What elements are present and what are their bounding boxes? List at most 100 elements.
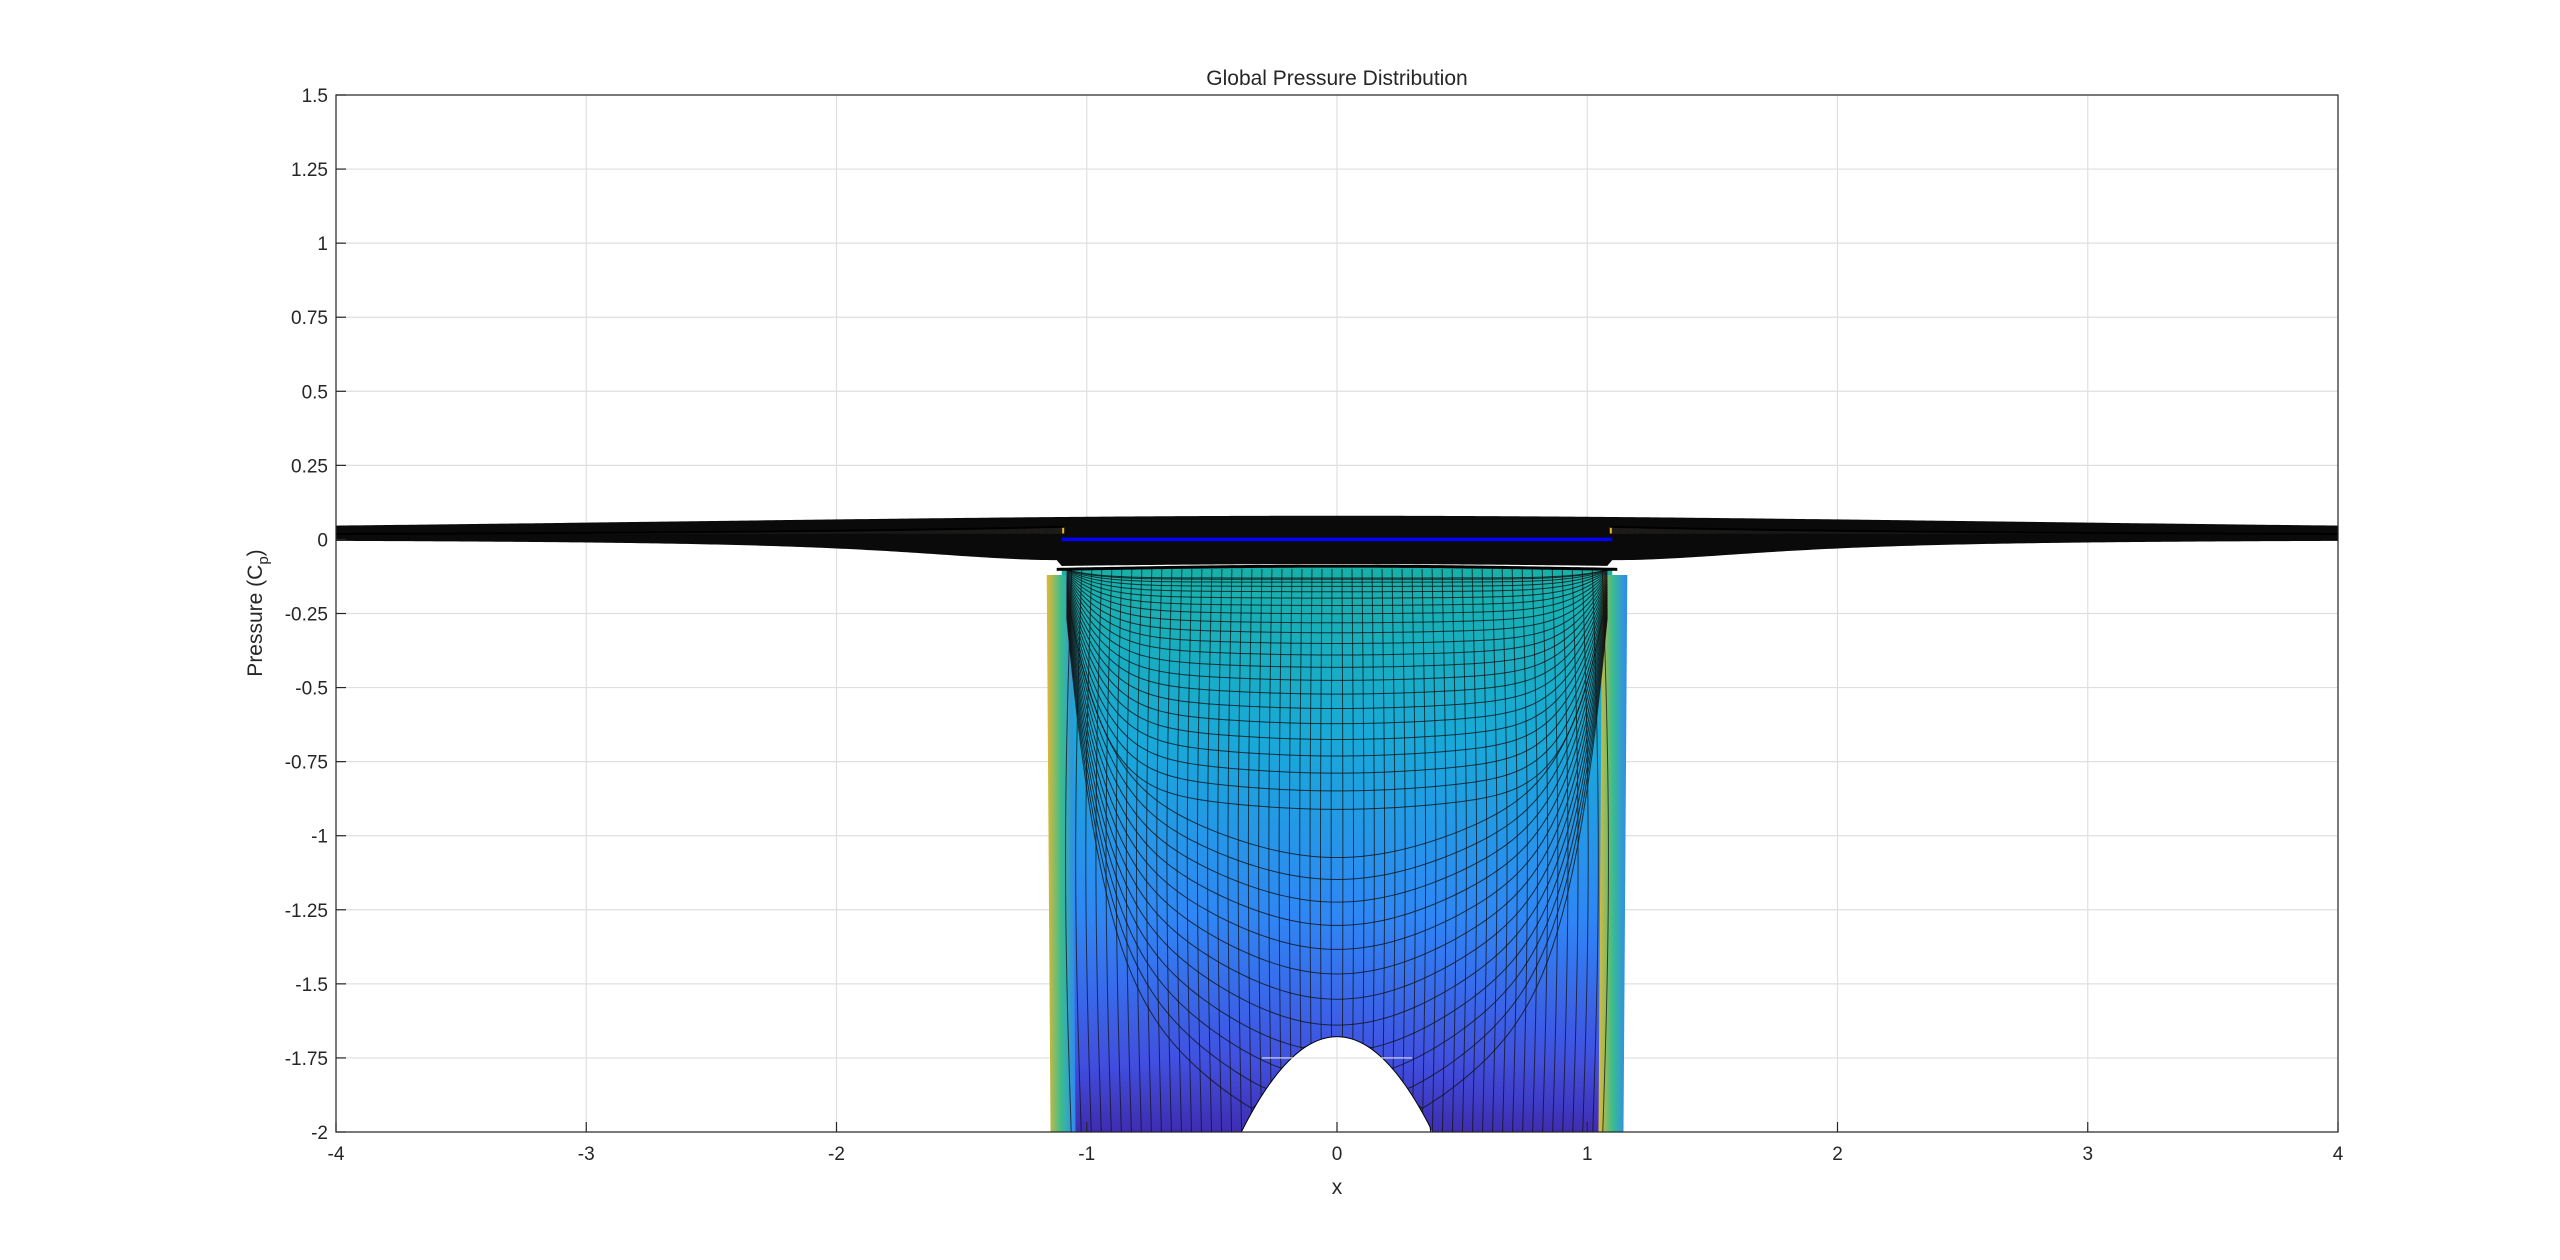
- mesh-line: [1421, 569, 1427, 1114]
- mesh-line: [1066, 580, 1608, 695]
- x-tick-label: -1: [1078, 1144, 1095, 1165]
- x-axis: -4 -3 -2 -1 0 1 2 3 4: [328, 1122, 2344, 1165]
- mesh-line: [1237, 569, 1243, 1132]
- mesh-line: [1521, 569, 1528, 1132]
- y-tick-label: 0.25: [291, 456, 328, 477]
- x-tick-label: 3: [2082, 1144, 2093, 1165]
- x-tick-label: 0: [1332, 1144, 1343, 1165]
- mesh-line: [1491, 569, 1498, 1132]
- y-tick-label: 0.75: [291, 308, 328, 329]
- mesh-line: [1341, 569, 1344, 1038]
- mesh-line: [1066, 569, 1608, 579]
- mesh-line: [1066, 583, 1608, 725]
- mesh-line: [1066, 571, 1608, 599]
- y-tick-label: -1.25: [285, 901, 328, 922]
- mesh-line: [1351, 569, 1354, 1041]
- mesh-line: [1066, 605, 1608, 1000]
- mesh-line: [1217, 569, 1223, 1132]
- mesh-line: [1066, 585, 1608, 741]
- wall-band: [1598, 574, 1628, 1132]
- mesh-line: [1066, 569, 1608, 583]
- y-tick-label: 1: [317, 234, 328, 255]
- mesh-line: [1451, 569, 1457, 1132]
- mesh-line: [1066, 607, 1608, 1026]
- mesh-line: [1278, 569, 1283, 1070]
- mesh-line: [1066, 603, 1608, 975]
- mesh-line: [1309, 569, 1313, 1045]
- mesh-line: [1531, 569, 1538, 1132]
- hump-cutout: [1241, 1037, 1431, 1132]
- mesh-line: [1320, 569, 1323, 1041]
- x-tick-label: -3: [578, 1144, 595, 1165]
- y-tick-label: -2: [311, 1123, 328, 1144]
- mesh-line: [1156, 569, 1163, 1132]
- mesh-line: [1227, 569, 1233, 1132]
- x-axis-label: x: [1332, 1176, 1343, 1199]
- mesh-line: [1066, 591, 1608, 810]
- mesh-line: [1066, 595, 1608, 880]
- chart-title: Global Pressure Distribution: [1206, 67, 1467, 90]
- mesh-line: [1136, 569, 1143, 1132]
- mesh-line: [1066, 575, 1608, 644]
- interior-rim: [1056, 564, 1618, 571]
- mesh-line: [1066, 573, 1608, 624]
- mesh-line: [1066, 597, 1608, 903]
- mesh-line: [1066, 577, 1608, 656]
- x-tick-label: 4: [2333, 1144, 2344, 1165]
- mesh-line: [1066, 574, 1608, 634]
- mesh-line: [1066, 578, 1608, 668]
- mesh-line: [1411, 569, 1416, 1097]
- mesh-line: [1066, 572, 1608, 615]
- mesh-line: [1461, 569, 1467, 1132]
- mesh-line: [1299, 569, 1303, 1051]
- wall-band: [1046, 574, 1076, 1132]
- mesh-line: [1066, 572, 1608, 606]
- y-tick-label: 0.5: [302, 382, 328, 403]
- y-tick-label: -0.25: [285, 605, 328, 626]
- mesh-line: [1391, 569, 1396, 1070]
- mesh-line: [1258, 569, 1263, 1097]
- y-tick-label: -1.75: [285, 1049, 328, 1070]
- x-tick-label: -2: [828, 1144, 845, 1165]
- lobe-outline: [1609, 525, 2338, 535]
- y-tick-label: -0.75: [285, 753, 328, 774]
- mesh-line: [1511, 569, 1518, 1132]
- mesh-line: [1571, 569, 1579, 1132]
- y-tick-label: -0.5: [295, 679, 328, 700]
- mesh-line: [1361, 569, 1365, 1045]
- mesh-line: [1601, 569, 1609, 1132]
- x-tick-label: 1: [1582, 1144, 1593, 1165]
- y-tick-label: -1: [311, 827, 328, 848]
- mesh-line: [1471, 569, 1478, 1132]
- mesh-line: [1551, 569, 1559, 1132]
- mesh-line: [1207, 569, 1213, 1132]
- y-tick-label: 1.5: [302, 86, 328, 107]
- mesh-line: [1066, 586, 1608, 757]
- mesh-line: [1268, 569, 1273, 1083]
- mesh-line: [1330, 569, 1333, 1038]
- y-tick-label: 0: [317, 530, 328, 551]
- mesh-line: [1066, 579, 1608, 681]
- x-tick-label: 2: [1832, 1144, 1843, 1165]
- mesh-line: [1066, 582, 1608, 710]
- mesh-line: [1066, 590, 1608, 792]
- mesh-line: [1441, 569, 1447, 1132]
- x-tick-label: -4: [328, 1144, 345, 1165]
- mesh-line: [1066, 570, 1608, 593]
- y-axis: 1.5 1.25 1 0.75 0.5 0.25 0 -0.25 -0.5 -0.75 -1 -1.2…: [285, 86, 346, 1144]
- mesh-line: [1431, 569, 1437, 1132]
- mesh-line: [1115, 569, 1123, 1132]
- mesh-line: [1371, 569, 1375, 1051]
- mesh-line: [1066, 569, 1608, 580]
- mesh-line: [1066, 593, 1608, 859]
- y-tick-label: 1.25: [291, 160, 328, 181]
- mesh-line: [1176, 569, 1183, 1132]
- y-tick-label: -1.5: [295, 975, 328, 996]
- mesh-line: [1065, 569, 1073, 1132]
- mesh-line: [1288, 569, 1293, 1059]
- mesh-line: [1146, 569, 1153, 1132]
- mesh-line: [1066, 599, 1608, 926]
- mesh-line: [1401, 569, 1406, 1083]
- mesh-line: [1066, 570, 1608, 587]
